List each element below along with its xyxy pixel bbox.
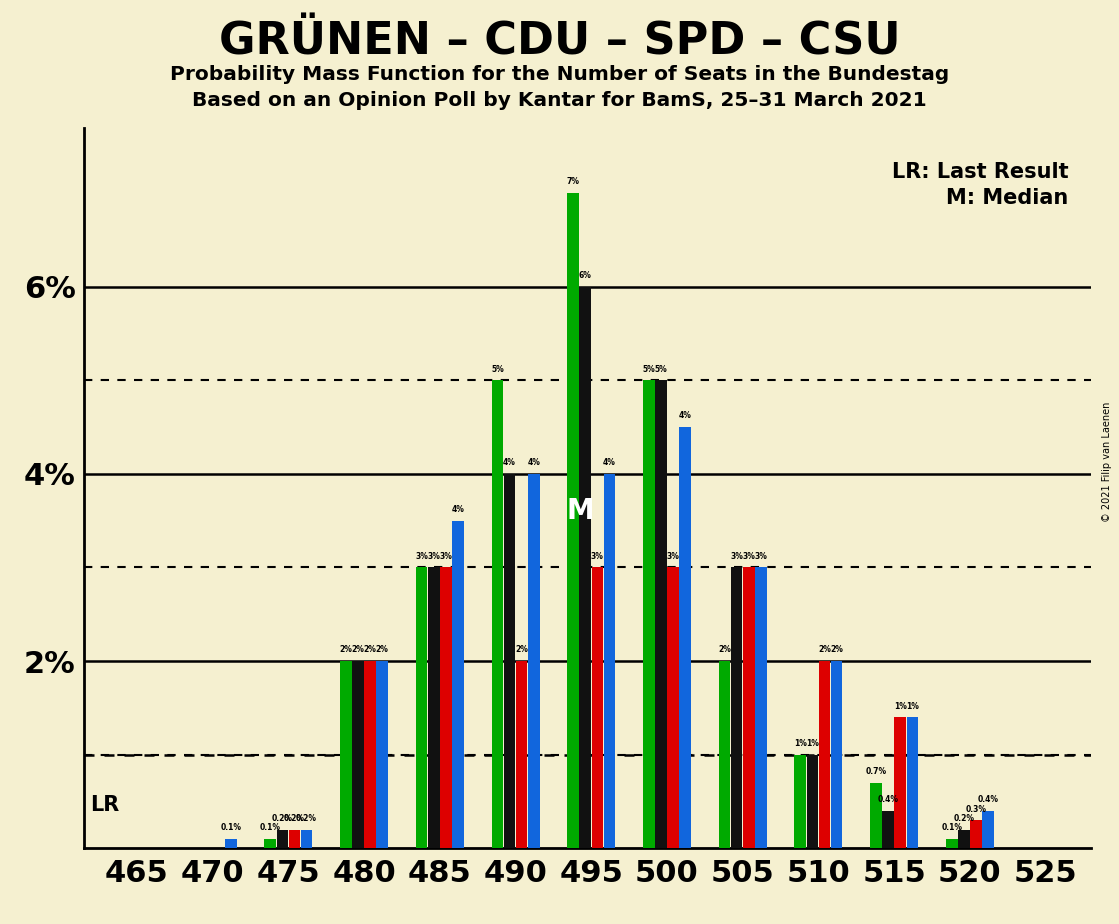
Bar <box>906 717 918 848</box>
Text: 1%: 1% <box>793 739 807 748</box>
Text: 5%: 5% <box>655 365 667 373</box>
Bar <box>882 810 894 848</box>
Bar <box>416 567 427 848</box>
Bar <box>592 567 603 848</box>
Bar <box>365 661 376 848</box>
Bar <box>504 474 515 848</box>
Text: LR: Last Result: LR: Last Result <box>892 162 1069 182</box>
Bar <box>580 286 591 848</box>
Text: GRÜNEN – CDU – SPD – CSU: GRÜNEN – CDU – SPD – CSU <box>218 20 901 64</box>
Text: 5%: 5% <box>642 365 656 373</box>
Bar <box>946 839 958 848</box>
Bar <box>679 427 690 848</box>
Bar <box>516 661 527 848</box>
Bar <box>667 567 679 848</box>
Text: M: M <box>567 497 594 525</box>
Text: 2%: 2% <box>351 646 365 654</box>
Text: 1%: 1% <box>906 701 919 711</box>
Bar <box>819 661 830 848</box>
Bar <box>643 381 655 848</box>
Text: 3%: 3% <box>731 552 743 561</box>
Bar <box>491 381 504 848</box>
Bar <box>958 830 970 848</box>
Text: 3%: 3% <box>754 552 768 561</box>
Text: 3%: 3% <box>742 552 755 561</box>
Text: 1%: 1% <box>894 701 906 711</box>
Bar <box>830 661 843 848</box>
Text: 7%: 7% <box>566 177 580 187</box>
Bar <box>794 755 806 848</box>
Bar <box>982 810 994 848</box>
Bar <box>427 567 440 848</box>
Bar <box>755 567 767 848</box>
Bar <box>894 717 906 848</box>
Text: 0.2%: 0.2% <box>284 814 305 823</box>
Text: 4%: 4% <box>603 458 615 468</box>
Text: 3%: 3% <box>591 552 604 561</box>
Bar <box>655 381 667 848</box>
Text: 5%: 5% <box>491 365 504 373</box>
Text: Probability Mass Function for the Number of Seats in the Bundestag: Probability Mass Function for the Number… <box>170 65 949 84</box>
Bar <box>871 783 882 848</box>
Text: 4%: 4% <box>504 458 516 468</box>
Text: 4%: 4% <box>679 411 692 420</box>
Text: 6%: 6% <box>579 271 592 280</box>
Text: 1%: 1% <box>806 739 819 748</box>
Bar <box>376 661 388 848</box>
Text: 2%: 2% <box>515 646 528 654</box>
Text: 0.2%: 0.2% <box>297 814 317 823</box>
Bar <box>970 821 981 848</box>
Text: Based on an Opinion Poll by Kantar for BamS, 25–31 March 2021: Based on an Opinion Poll by Kantar for B… <box>192 91 927 110</box>
Text: 3%: 3% <box>440 552 452 561</box>
Bar <box>340 661 351 848</box>
Text: 0.1%: 0.1% <box>941 823 962 833</box>
Text: 0.3%: 0.3% <box>966 805 987 814</box>
Bar <box>289 830 300 848</box>
Text: 0.2%: 0.2% <box>272 814 293 823</box>
Bar <box>603 474 615 848</box>
Bar <box>301 830 312 848</box>
Text: 0.4%: 0.4% <box>978 796 998 804</box>
Text: 2%: 2% <box>830 646 843 654</box>
Text: M: Median: M: Median <box>947 188 1069 209</box>
Bar <box>276 830 288 848</box>
Bar <box>807 755 818 848</box>
Text: 0.4%: 0.4% <box>877 796 899 804</box>
Text: LR: LR <box>90 796 120 816</box>
Text: © 2021 Filip van Laenen: © 2021 Filip van Laenen <box>1102 402 1112 522</box>
Bar <box>264 839 276 848</box>
Text: 4%: 4% <box>527 458 540 468</box>
Text: 0.1%: 0.1% <box>220 823 242 833</box>
Bar <box>528 474 539 848</box>
Text: 0.7%: 0.7% <box>865 767 886 776</box>
Text: 0.1%: 0.1% <box>260 823 281 833</box>
Text: 3%: 3% <box>667 552 679 561</box>
Bar <box>718 661 731 848</box>
Text: 2%: 2% <box>339 646 352 654</box>
Text: 2%: 2% <box>718 646 731 654</box>
Bar <box>567 193 579 848</box>
Bar <box>440 567 452 848</box>
Bar <box>743 567 754 848</box>
Text: 4%: 4% <box>452 505 464 514</box>
Text: 3%: 3% <box>415 552 429 561</box>
Text: 3%: 3% <box>427 552 440 561</box>
Text: 2%: 2% <box>376 646 388 654</box>
Bar <box>352 661 364 848</box>
Text: 2%: 2% <box>818 646 831 654</box>
Bar <box>731 567 743 848</box>
Text: 0.2%: 0.2% <box>953 814 975 823</box>
Bar <box>452 520 463 848</box>
Bar <box>225 839 236 848</box>
Text: 2%: 2% <box>364 646 377 654</box>
